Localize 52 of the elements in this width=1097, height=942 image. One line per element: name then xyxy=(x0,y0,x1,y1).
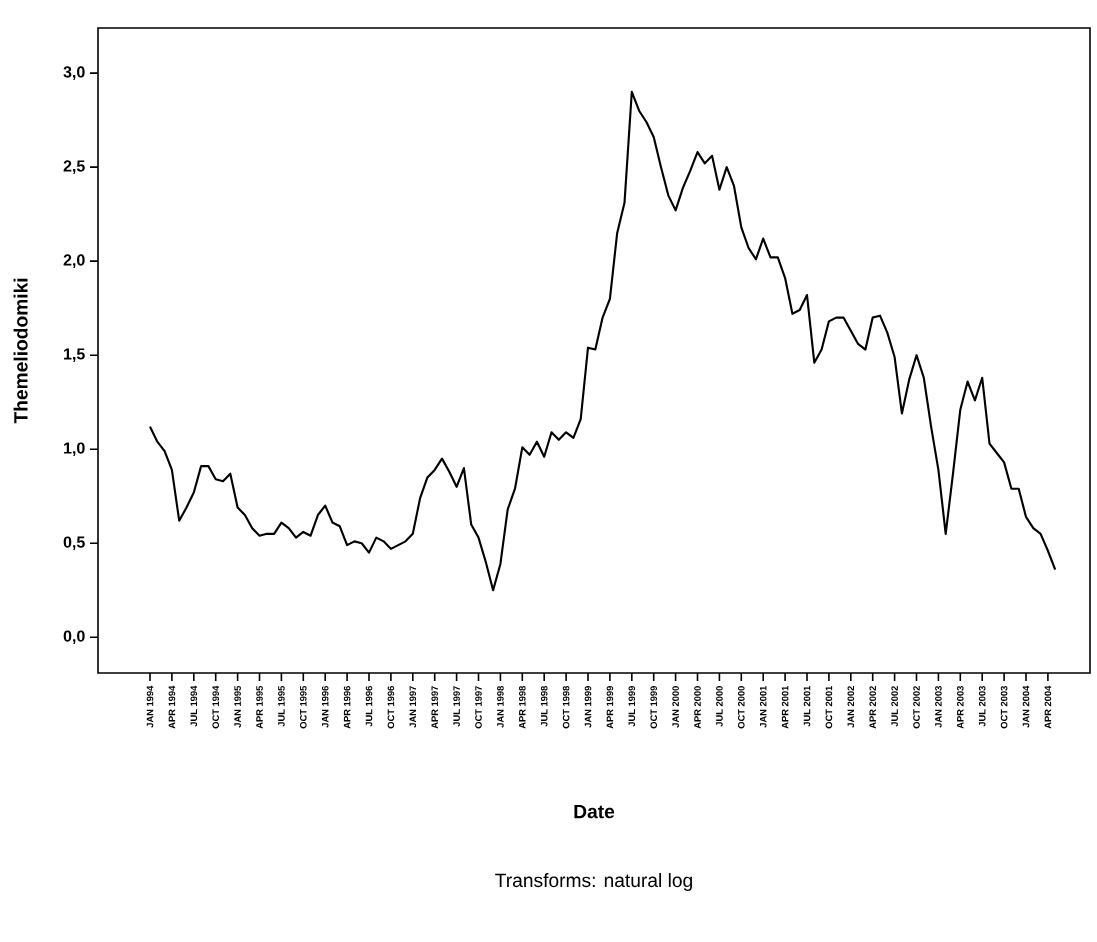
x-tick-label: JAN 2000 xyxy=(672,686,679,728)
x-tick-label: JAN 1996 xyxy=(321,686,329,728)
x-tick-label: OCT 2001 xyxy=(825,685,833,729)
x-tick-label: JAN 2001 xyxy=(759,685,767,728)
x-tick-label: OCT 2000 xyxy=(738,686,745,729)
text: Transforms: natural log xyxy=(495,873,692,891)
y-tick-label: 1,5 xyxy=(64,348,85,362)
x-tick-label: APR 1997 xyxy=(431,686,438,729)
x-tick-label: JAN 2003 xyxy=(935,686,942,728)
x-tick-label: APR 2004 xyxy=(1044,685,1052,729)
x-tick-label: OCT 1996 xyxy=(387,686,395,729)
x-tick-label: OCT 1997 xyxy=(475,686,482,729)
x-tick-label: APR 1998 xyxy=(519,686,526,729)
x-tick-label: JAN 1999 xyxy=(584,686,592,728)
x-tick-label: JUL 2002 xyxy=(891,686,898,727)
x-tick-label: JAN 1997 xyxy=(409,686,417,728)
x-tick-label: JUL 2001 xyxy=(803,685,811,727)
x-tick-label: JUL 1994 xyxy=(190,685,198,727)
x-tick-label: JAN 1995 xyxy=(234,685,241,728)
x-tick-label: JUL 2000 xyxy=(716,686,723,727)
x-tick-label: JUL 1999 xyxy=(628,686,636,727)
x-tick-label: JUL 1997 xyxy=(453,686,460,727)
x-tick-label: APR 2003 xyxy=(957,686,964,729)
x-tick-label: OCT 2003 xyxy=(1000,686,1008,729)
x-tick-label: APR 2002 xyxy=(869,686,876,729)
x-tick-label: JUL 1998 xyxy=(540,686,548,727)
x-tick-label: OCT 2002 xyxy=(913,686,920,729)
y-tick-label: 2,5 xyxy=(63,160,85,174)
y-axis-title: Themeliodomiki xyxy=(13,278,28,424)
y-tick-label: 0,0 xyxy=(63,630,85,645)
y-tick-label: 3,0 xyxy=(63,66,85,80)
y-tick-label: 1,0 xyxy=(64,442,85,457)
x-tick-label: JUL 1996 xyxy=(365,686,373,727)
x-tick-label: JAN 2002 xyxy=(847,686,855,728)
x-tick-label: APR 1996 xyxy=(343,686,351,729)
x-tick-label: APR 2001 xyxy=(781,685,789,729)
x-tick-label: JUL 2003 xyxy=(978,686,986,727)
x-tick-label: APR 1994 xyxy=(168,685,176,729)
x-tick-label: APR 1999 xyxy=(606,686,614,729)
x-tick-label: JUL 1995 xyxy=(278,685,285,727)
x-tick-label: JAN 1994 xyxy=(146,685,154,728)
x-tick-label: OCT 1995 xyxy=(300,685,307,729)
x-tick-label: OCT 1994 xyxy=(212,685,219,729)
y-tick-label: 0,5 xyxy=(63,536,85,551)
x-tick-label: OCT 1998 xyxy=(562,686,570,729)
x-axis-title: Date xyxy=(574,804,615,819)
x-tick-label: OCT 1999 xyxy=(650,686,657,729)
x-tick-label: APR 2000 xyxy=(694,686,701,729)
x-tick-label: JAN 2004 xyxy=(1022,685,1030,728)
y-tick-label: 2,0 xyxy=(63,254,85,268)
x-tick-label: JAN 1998 xyxy=(497,686,504,728)
x-tick-label: APR 1995 xyxy=(256,685,263,729)
